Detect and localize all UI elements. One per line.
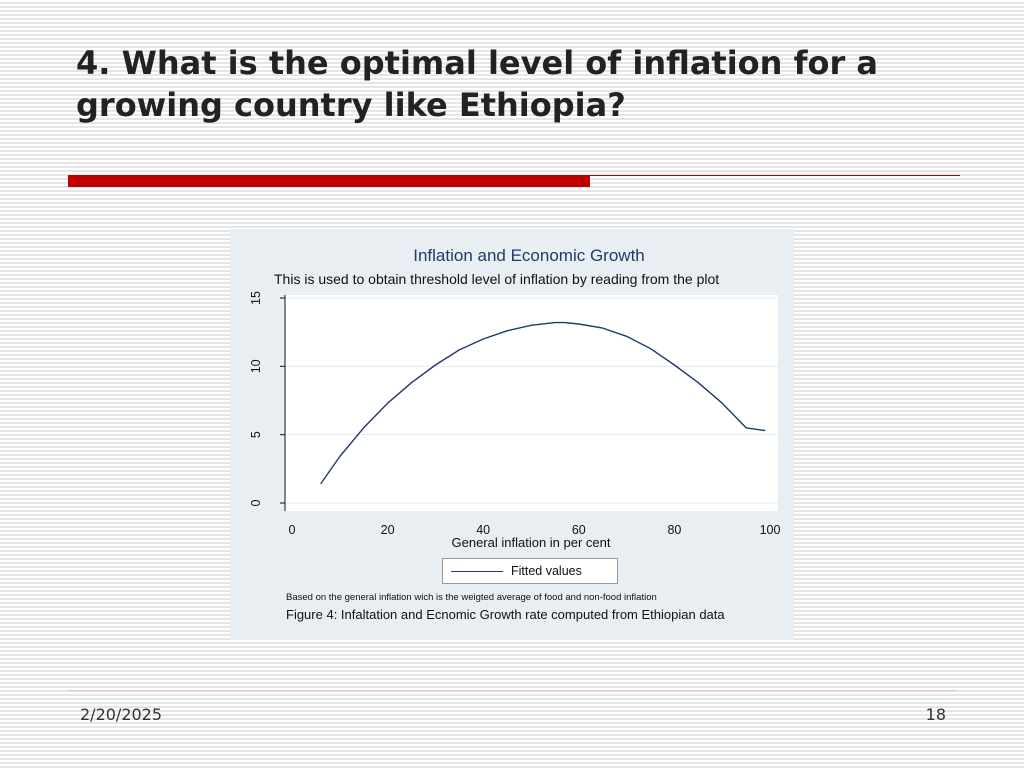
chart-subtitle: This is used to obtain threshold level o…: [274, 271, 720, 287]
plot-area: [285, 295, 778, 511]
title-rule-thick: [68, 175, 590, 187]
chart-panel: 0 5 10 15 0 20 40 60 80 100 Inflation and Economi…: [230, 229, 794, 640]
grid-layer: [285, 297, 778, 504]
y-tick-label: 5: [249, 431, 263, 438]
chart-legend: Fitted values: [442, 558, 618, 584]
footer-date: 2/20/2025: [80, 705, 163, 724]
x-axis-label: General inflation in per cent: [451, 535, 611, 550]
series-line-fitted-values: [320, 321, 766, 485]
y-tick-label: 0: [249, 499, 263, 506]
legend-swatch-line: [451, 571, 503, 572]
x-tick-label: 60: [572, 523, 586, 537]
x-tick-label: 0: [289, 523, 296, 537]
legend-label: Fitted values: [511, 564, 582, 578]
x-tick-label: 20: [381, 523, 395, 537]
title-rule-thin: [590, 175, 960, 176]
chart-note: Based on the general inflation wich is t…: [286, 592, 657, 603]
slide-title: 4. What is the optimal level of inflatio…: [76, 44, 878, 124]
axis-layer: 0 5 10 15 0 20 40 60 80 100: [249, 291, 780, 537]
chart-svg: 0 5 10 15 0 20 40 60 80 100: [249, 291, 780, 537]
page-number: 18: [925, 705, 946, 724]
series-layer: [320, 321, 766, 485]
footer-rule: [68, 690, 956, 691]
y-tick-label: 15: [249, 291, 263, 305]
x-tick-label: 40: [476, 523, 490, 537]
y-tick-label: 10: [249, 359, 263, 373]
chart-caption: Figure 4: Infaltation and Ecnomic Growth…: [286, 607, 725, 622]
chart-title: Inflation and Economic Growth: [413, 246, 645, 265]
x-tick-label: 80: [667, 523, 681, 537]
x-tick-label: 100: [760, 523, 781, 537]
